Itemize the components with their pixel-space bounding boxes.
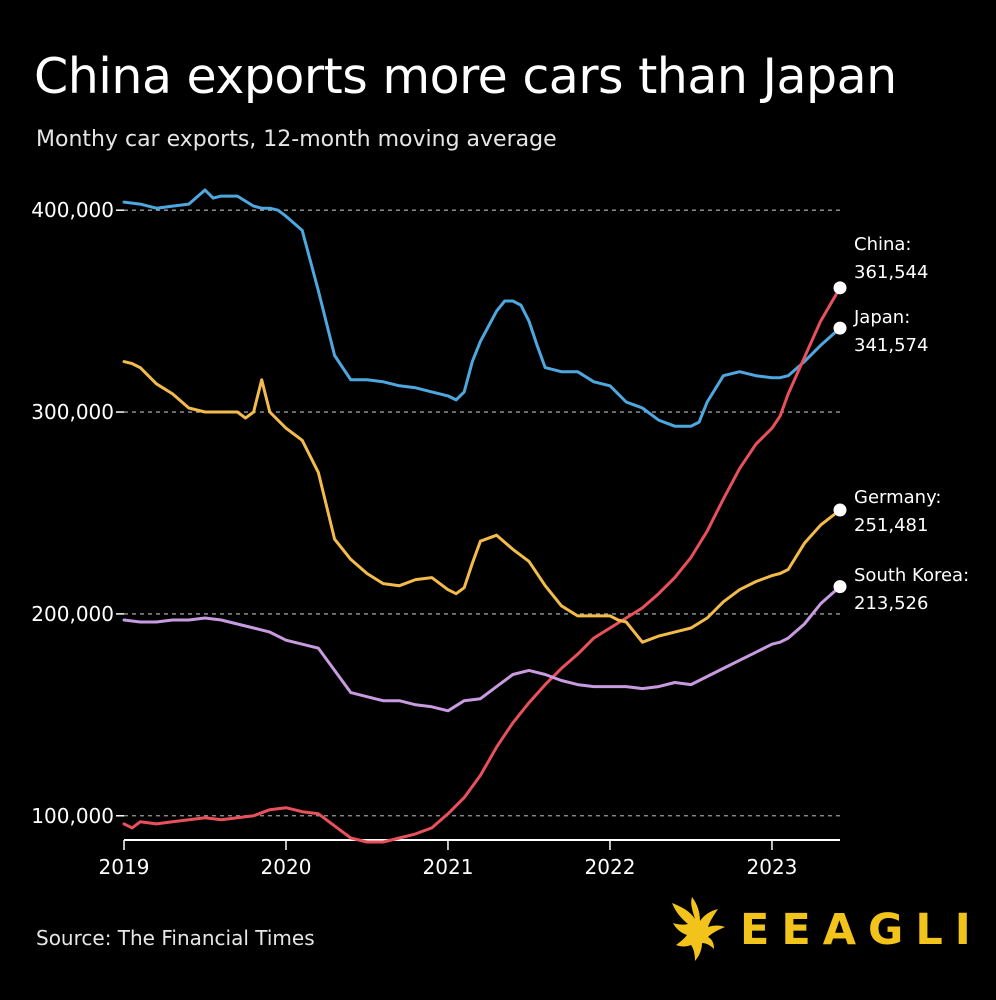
brand-logo: EEAGLI [668,895,983,965]
series-line-china [122,286,842,844]
series-value-label-south-korea: 213,526 [854,593,928,614]
series-name-label-south-korea: South Korea: [854,565,969,586]
end-marker-china [833,281,847,295]
x-tick-label: 2023 [747,855,798,879]
source-note: Source: The Financial Times [36,926,315,950]
series-name-label-japan: Japan: [853,307,910,328]
y-tick-label: 400,000 [31,198,114,222]
end-markers [833,281,847,594]
axes: 100,000 200,000 300,000 400,000 2019 2020 2021… [31,198,840,879]
series-line-japan [122,188,842,428]
grid-lines [124,209,840,817]
x-tick-label: 2020 [261,855,312,879]
end-marker-japan [833,321,847,335]
series-name-label-china: China: [854,234,911,255]
y-tick-label: 200,000 [31,602,114,626]
series-value-label-china: 361,544 [854,262,928,283]
series-line-germany [122,360,842,644]
chart-title: China exports more cars than Japan [34,48,897,105]
end-marker-germany [833,503,847,517]
series-lines [122,188,842,844]
eagle-icon [672,897,725,961]
series-name-label-germany: Germany: [854,487,942,508]
y-tick-label: 300,000 [31,400,114,424]
x-tick-label: 2019 [99,855,150,879]
brand-name: EEAGLI [740,905,983,955]
end-labels: Japan: 341,574 China: 361,544 Germany: 251,48… [853,234,969,614]
y-tick-label: 100,000 [31,804,114,828]
end-marker-south-korea [833,580,847,594]
series-value-label-japan: 341,574 [854,335,928,356]
x-tick-label: 2022 [585,855,636,879]
series-line-south-korea [122,585,842,713]
x-tick-label: 2021 [423,855,474,879]
chart-subtitle: Monthy car exports, 12-month moving aver… [36,127,557,152]
series-value-label-germany: 251,481 [854,515,928,536]
